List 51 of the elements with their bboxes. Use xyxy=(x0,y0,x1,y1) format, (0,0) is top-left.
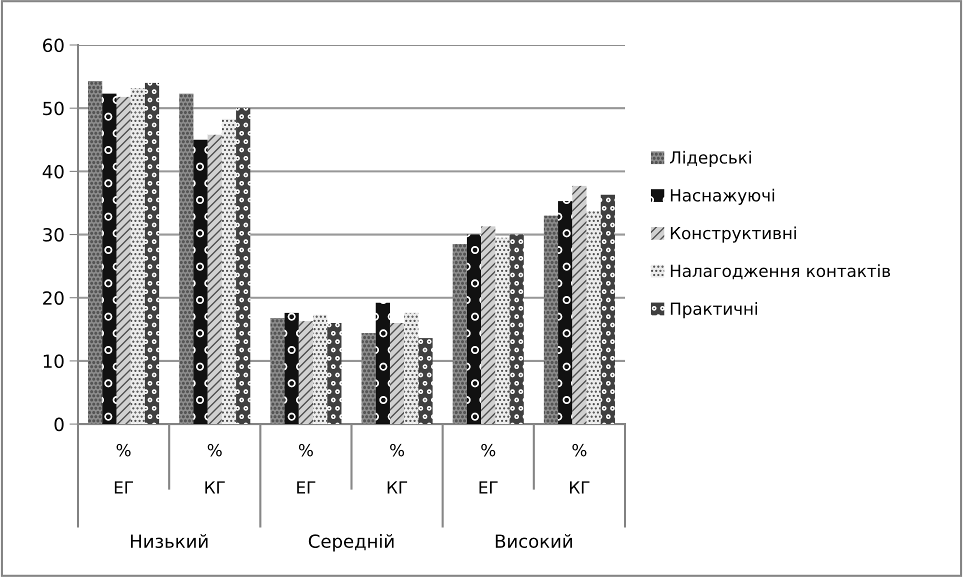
legend-label: Наснажуючі xyxy=(670,188,774,205)
bar xyxy=(102,94,116,424)
y-tick-label: 40 xyxy=(42,164,64,178)
bar xyxy=(510,234,524,424)
bar xyxy=(586,211,601,424)
bar xyxy=(208,134,222,424)
bar xyxy=(558,201,572,424)
text: Низький xyxy=(130,534,208,548)
bar xyxy=(404,312,418,424)
bar xyxy=(222,118,236,424)
bar xyxy=(600,194,615,424)
bar xyxy=(116,96,131,424)
bar xyxy=(270,318,285,424)
bar xyxy=(327,323,342,424)
category-label: % ЕГ xyxy=(114,444,133,494)
legend-label: Налагодження контактів xyxy=(670,264,890,280)
y-tick-label: 50 xyxy=(43,102,64,116)
y-tick-label: 10 xyxy=(44,354,64,368)
bar xyxy=(572,186,587,424)
bar xyxy=(362,333,376,424)
bar xyxy=(236,108,250,424)
category-label: % КГ xyxy=(205,444,225,494)
bar xyxy=(466,234,482,424)
bar xyxy=(144,82,160,424)
category-label: % КГ xyxy=(570,444,590,494)
legend-label: Практичні xyxy=(670,302,758,318)
category-label: % ЕГ xyxy=(297,444,316,494)
bar xyxy=(376,302,390,424)
bar xyxy=(88,81,102,424)
legend-label: Конструктивні xyxy=(670,226,796,243)
bar xyxy=(284,312,299,424)
y-tick-label: 20 xyxy=(43,291,64,305)
bar xyxy=(481,226,496,424)
bar xyxy=(418,338,433,424)
category-label: % КГ xyxy=(388,444,408,494)
bar xyxy=(452,244,467,424)
y-tick-label: 30 xyxy=(43,228,64,242)
bar xyxy=(313,314,328,424)
bar xyxy=(390,323,404,424)
bar xyxy=(193,140,208,424)
y-tick-label: 0 xyxy=(54,418,64,432)
bar xyxy=(495,238,510,424)
y-tick-label: 60 xyxy=(43,38,64,52)
legend-label: Лідерські xyxy=(670,150,751,168)
bar xyxy=(544,216,558,424)
text: Високий xyxy=(496,534,572,548)
text: Середній xyxy=(308,534,394,552)
bar xyxy=(298,321,314,424)
bar xyxy=(130,88,145,424)
bar xyxy=(179,94,194,424)
category-label: % ЕГ xyxy=(480,444,498,494)
